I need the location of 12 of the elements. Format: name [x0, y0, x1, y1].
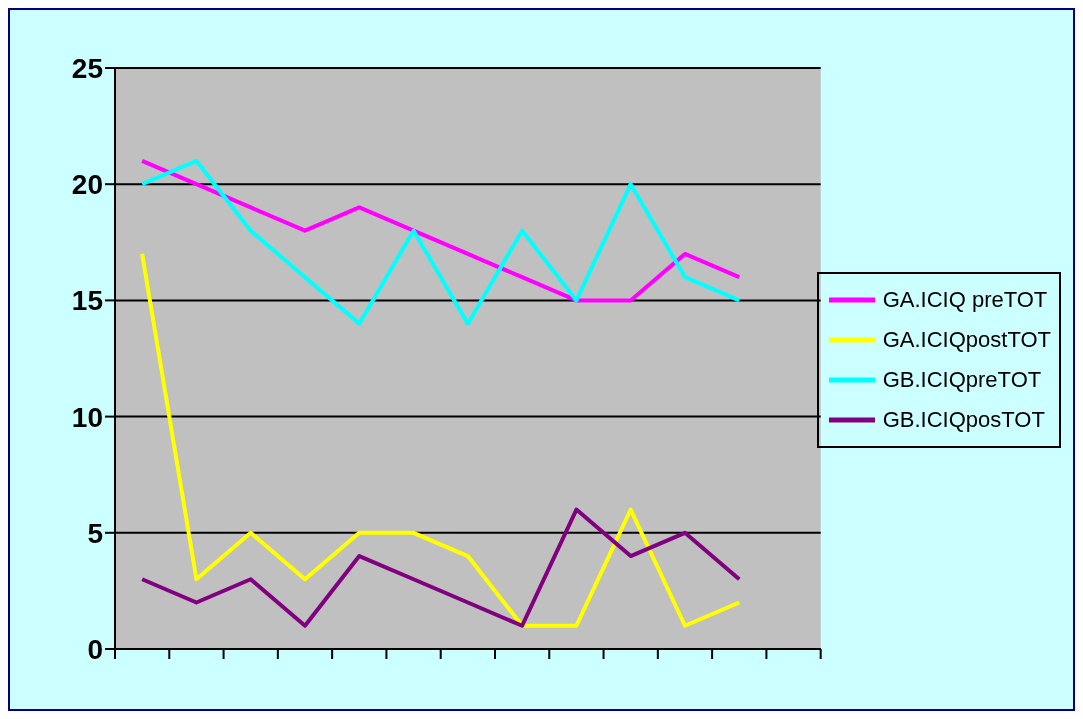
y-tick-label: 0 — [87, 633, 103, 665]
y-tick-label: 10 — [71, 401, 103, 433]
y-tick-label: 5 — [87, 517, 103, 549]
y-tick-label: 15 — [71, 285, 103, 317]
legend-label: GB.ICIQpreTOT — [882, 365, 1042, 394]
y-tick-label: 20 — [71, 169, 103, 201]
legend-label: GB.ICIQposTOT — [882, 405, 1045, 434]
legend-label: GA.ICIQ preTOT — [882, 285, 1048, 314]
legend-label: GA.ICIQpostTOT — [882, 325, 1051, 354]
line-series — [140, 251, 742, 628]
line-series — [140, 507, 742, 628]
y-tick-label: 25 — [71, 52, 103, 84]
